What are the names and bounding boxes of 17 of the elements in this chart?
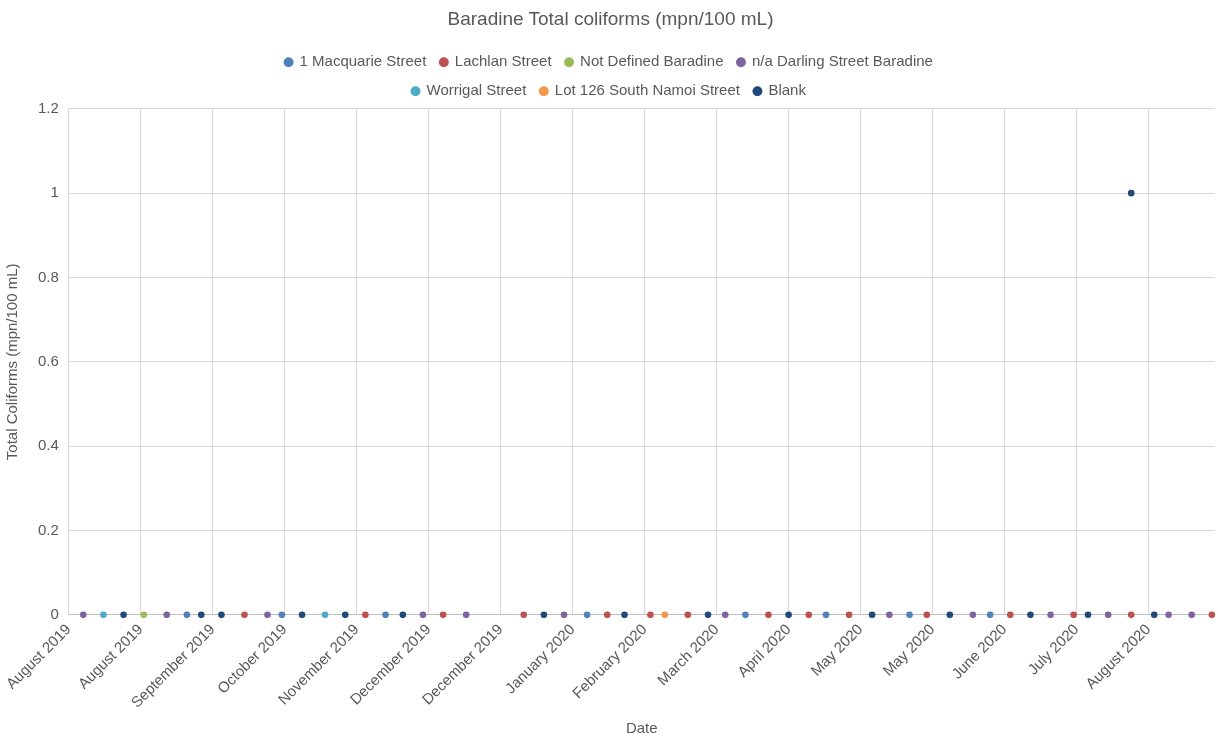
legend-label: Not Defined Baradine	[580, 52, 724, 70]
y-tick-label: 1	[50, 183, 59, 201]
legend-label: Blank	[768, 81, 807, 99]
legend-label: Lachlan Street	[454, 52, 553, 70]
y-tick-label: 0.2	[37, 520, 59, 538]
y-tick-label: 1.2	[37, 98, 59, 116]
legend-label: Worrigal Street	[426, 81, 528, 99]
legend-label: Lot 126 South Namoi Street	[554, 81, 741, 99]
legend-label: n/a Darling Street Baradine	[751, 52, 933, 70]
y-tick-label: 0	[50, 604, 59, 622]
y-tick-label: 0.8	[37, 267, 59, 285]
chart-title: Baradine Total coliforms (mpn/100 mL)	[447, 7, 774, 29]
x-axis-title: Date	[625, 719, 658, 737]
y-axis-title: Total Coliforms (mpn/100 mL)	[3, 263, 21, 461]
legend-label: 1 Macquarie Street	[299, 52, 428, 70]
y-tick-label: 0.6	[37, 351, 59, 369]
y-tick-label: 0.4	[37, 436, 59, 454]
